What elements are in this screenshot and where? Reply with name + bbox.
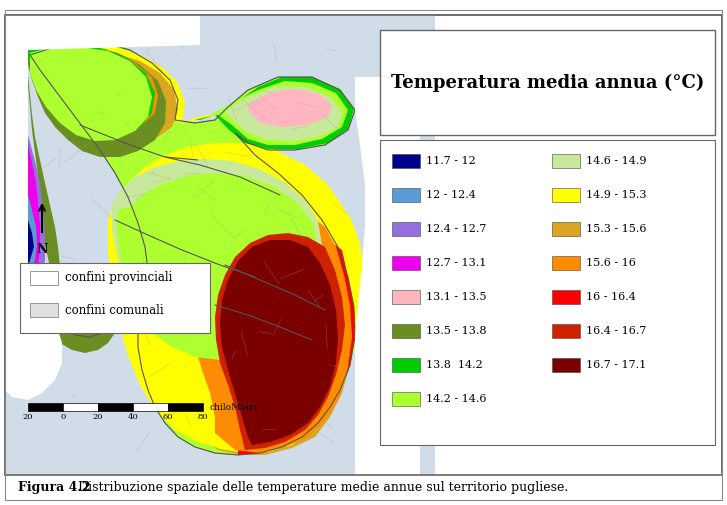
- Bar: [168, 403, 203, 411]
- Text: 16.4 - 16.7: 16.4 - 16.7: [586, 326, 646, 336]
- Polygon shape: [28, 45, 166, 157]
- Text: 20: 20: [93, 413, 103, 421]
- Text: 14.2 - 14.6: 14.2 - 14.6: [426, 394, 486, 404]
- Text: 80: 80: [198, 413, 209, 421]
- Bar: [5, 470, 722, 500]
- Polygon shape: [215, 233, 345, 450]
- Bar: [552, 256, 580, 270]
- Text: 11.7 - 12: 11.7 - 12: [426, 156, 475, 166]
- Bar: [392, 222, 420, 236]
- Text: 13.5 - 13.8: 13.5 - 13.8: [426, 326, 486, 336]
- Polygon shape: [28, 195, 37, 280]
- Bar: [392, 154, 420, 168]
- Polygon shape: [28, 55, 120, 353]
- Polygon shape: [108, 143, 355, 447]
- Text: 13.1 - 13.5: 13.1 - 13.5: [426, 292, 486, 302]
- Bar: [392, 188, 420, 202]
- Polygon shape: [112, 159, 322, 350]
- Text: 14.9 - 15.3: 14.9 - 15.3: [586, 190, 646, 200]
- Polygon shape: [210, 81, 348, 145]
- Text: 60: 60: [163, 413, 173, 421]
- Bar: [392, 324, 420, 338]
- Bar: [380, 30, 715, 135]
- Text: 15.3 - 15.6: 15.3 - 15.6: [586, 224, 646, 234]
- Text: 12.7 - 13.1: 12.7 - 13.1: [426, 258, 486, 268]
- Text: 14.6 - 14.9: 14.6 - 14.9: [586, 156, 646, 166]
- Bar: [133, 403, 168, 411]
- Text: Figura 4.2: Figura 4.2: [18, 480, 90, 493]
- Text: chiloMetri: chiloMetri: [209, 402, 257, 412]
- Polygon shape: [185, 203, 352, 453]
- Bar: [28, 403, 63, 411]
- Bar: [552, 188, 580, 202]
- Text: confini provinciali: confini provinciali: [65, 272, 172, 284]
- Polygon shape: [28, 220, 34, 267]
- Polygon shape: [28, 45, 155, 140]
- Polygon shape: [52, 55, 158, 131]
- Text: 13.8  14.2: 13.8 14.2: [426, 360, 483, 370]
- Polygon shape: [195, 77, 354, 149]
- Bar: [30, 303, 58, 317]
- Bar: [392, 290, 420, 304]
- Bar: [392, 358, 420, 372]
- Text: Distribuzione spaziale delle temperature medie annue sul territorio pugliese.: Distribuzione spaziale delle temperature…: [70, 480, 569, 493]
- Polygon shape: [140, 179, 362, 453]
- Polygon shape: [32, 50, 178, 145]
- Text: 12 - 12.4: 12 - 12.4: [426, 190, 476, 200]
- Bar: [98, 403, 133, 411]
- Text: 16.7 - 17.1: 16.7 - 17.1: [586, 360, 646, 370]
- Text: 40: 40: [128, 413, 138, 421]
- Text: 16 - 16.4: 16 - 16.4: [586, 292, 636, 302]
- Text: confini comunali: confini comunali: [65, 304, 164, 317]
- Bar: [552, 154, 580, 168]
- Polygon shape: [30, 43, 355, 455]
- Polygon shape: [28, 145, 40, 305]
- Polygon shape: [162, 193, 358, 455]
- Polygon shape: [220, 240, 338, 445]
- Text: 0: 0: [60, 413, 65, 421]
- Bar: [552, 358, 580, 372]
- Polygon shape: [5, 15, 200, 475]
- Bar: [552, 222, 580, 236]
- Bar: [552, 290, 580, 304]
- Polygon shape: [225, 87, 342, 141]
- Bar: [392, 256, 420, 270]
- Polygon shape: [28, 135, 45, 305]
- Bar: [380, 140, 715, 445]
- Bar: [30, 271, 58, 285]
- Polygon shape: [28, 45, 352, 147]
- Polygon shape: [248, 89, 332, 127]
- Polygon shape: [5, 305, 62, 475]
- Polygon shape: [208, 230, 355, 455]
- Bar: [392, 392, 420, 406]
- Text: 20: 20: [23, 413, 33, 421]
- Text: 12.4 - 12.7: 12.4 - 12.7: [426, 224, 486, 234]
- Polygon shape: [126, 164, 364, 453]
- Bar: [5, 15, 435, 475]
- Text: Temperatura media annua (°C): Temperatura media annua (°C): [391, 74, 704, 92]
- Polygon shape: [30, 47, 152, 141]
- Bar: [63, 403, 98, 411]
- Bar: [552, 324, 580, 338]
- Text: N: N: [36, 243, 48, 256]
- Bar: [20, 263, 210, 333]
- Polygon shape: [116, 173, 318, 360]
- Polygon shape: [355, 77, 420, 475]
- Text: 15.6 - 16: 15.6 - 16: [586, 258, 636, 268]
